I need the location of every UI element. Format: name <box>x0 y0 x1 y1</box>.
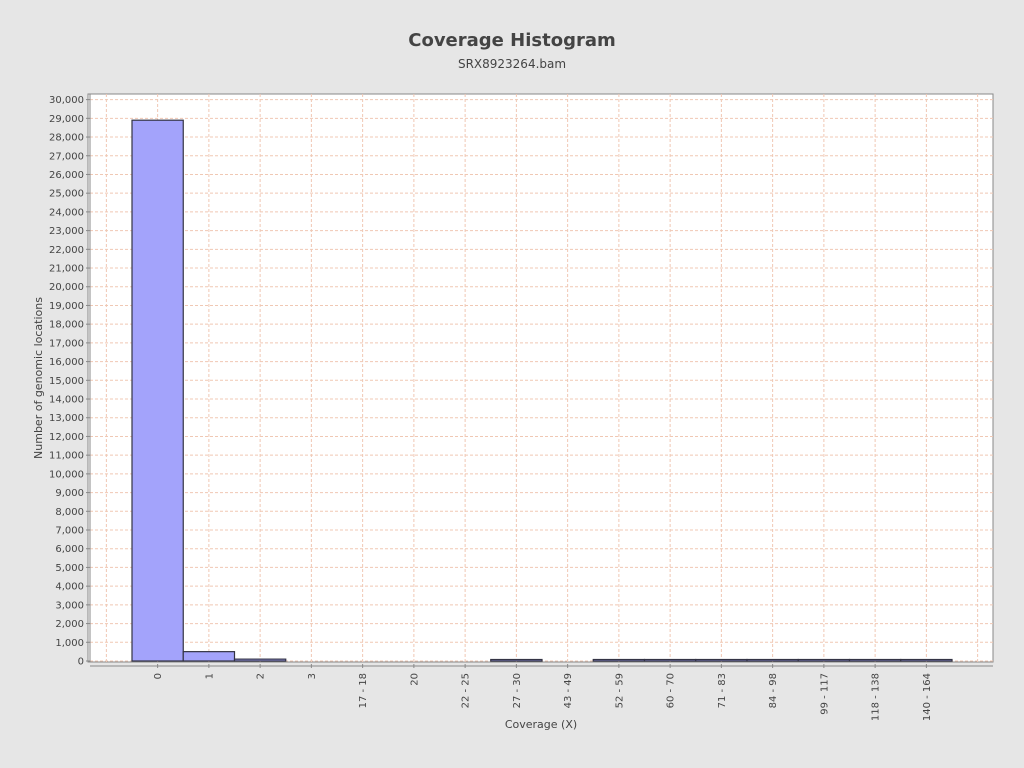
y-tick-label: 12,000 <box>49 432 84 443</box>
x-tick-label: 52 - 59 <box>614 673 625 708</box>
x-tick-label: 2 <box>256 673 267 679</box>
y-tick-label: 5,000 <box>55 563 84 574</box>
y-tick-label: 10,000 <box>49 469 84 480</box>
x-tick-label: 27 - 30 <box>512 673 523 708</box>
y-tick-label: 24,000 <box>49 207 84 218</box>
y-tick-label: 26,000 <box>49 170 84 181</box>
bar <box>848 658 902 662</box>
y-tick-label: 20,000 <box>49 282 84 293</box>
bar <box>131 119 184 662</box>
y-tick-label: 0 <box>78 657 84 668</box>
y-tick-label: 27,000 <box>49 151 84 162</box>
x-tick-label: 22 - 25 <box>461 673 472 708</box>
y-tick-label: 21,000 <box>49 264 84 275</box>
x-tick-label: 140 - 164 <box>922 673 933 721</box>
y-tick-label: 15,000 <box>49 376 84 387</box>
x-tick-label: 84 - 98 <box>768 673 779 708</box>
x-tick-label: 1 <box>204 673 215 679</box>
y-tick-label: 9,000 <box>55 488 84 499</box>
bars <box>131 119 953 662</box>
y-tick-label: 18,000 <box>49 320 84 331</box>
x-tick-label: 43 - 49 <box>563 673 574 708</box>
y-tick-label: 29,000 <box>49 114 84 125</box>
bar <box>900 658 953 662</box>
x-tick-label: 3 <box>307 673 318 679</box>
bar <box>643 658 697 662</box>
y-tick-label: 8,000 <box>55 507 84 518</box>
y-tick-label: 16,000 <box>49 357 84 368</box>
y-tick-label: 22,000 <box>49 245 84 256</box>
bar <box>233 658 287 662</box>
y-tick-label: 19,000 <box>49 301 84 312</box>
y-tick-label: 13,000 <box>49 413 84 424</box>
y-tick-label: 6,000 <box>55 544 84 555</box>
x-tick-label: 17 - 18 <box>358 673 369 708</box>
x-tick-label: 0 <box>153 673 164 679</box>
y-tick-label: 14,000 <box>49 395 84 406</box>
bar <box>182 651 236 662</box>
y-tick-label: 11,000 <box>49 451 84 462</box>
y-tick-label: 17,000 <box>49 338 84 349</box>
y-tick-label: 4,000 <box>55 582 84 593</box>
x-tick-label: 60 - 70 <box>666 673 677 708</box>
bar <box>695 658 748 662</box>
y-tick-label: 2,000 <box>55 619 84 630</box>
y-tick-label: 23,000 <box>49 226 84 237</box>
x-tick-label: 71 - 83 <box>717 673 728 708</box>
y-tick-label: 1,000 <box>55 638 84 649</box>
bar <box>746 658 799 662</box>
y-tick-label: 7,000 <box>55 526 84 537</box>
x-ticks: 0 1 2 3 17 - 18 20 22 - 25 27 - 30 43 - 49 52 - 5… <box>153 664 933 721</box>
x-tick-label: 99 - 117 <box>819 673 830 715</box>
plot-area <box>87 93 994 663</box>
x-axis-label: Coverage (X) <box>505 718 577 731</box>
y-axis-label: Number of genomic locations <box>32 297 45 459</box>
chart-title: Coverage Histogram <box>408 30 616 51</box>
y-ticks: 0 1,000 2,000 3,000 4,000 5,000 6,000 7,000 8,00… <box>49 95 90 668</box>
grid-lines <box>90 94 993 662</box>
bar <box>797 658 851 662</box>
x-tick-label: 20 <box>409 673 420 686</box>
chart-subtitle: SRX8923264.bam <box>457 57 567 71</box>
y-tick-label: 25,000 <box>49 189 84 200</box>
y-tick-label: 28,000 <box>49 133 84 144</box>
bar <box>592 658 646 662</box>
y-tick-label: 30,000 <box>49 95 84 106</box>
x-tick-label: 118 - 138 <box>871 673 882 721</box>
bar <box>490 658 543 662</box>
y-tick-label: 3,000 <box>55 600 84 611</box>
